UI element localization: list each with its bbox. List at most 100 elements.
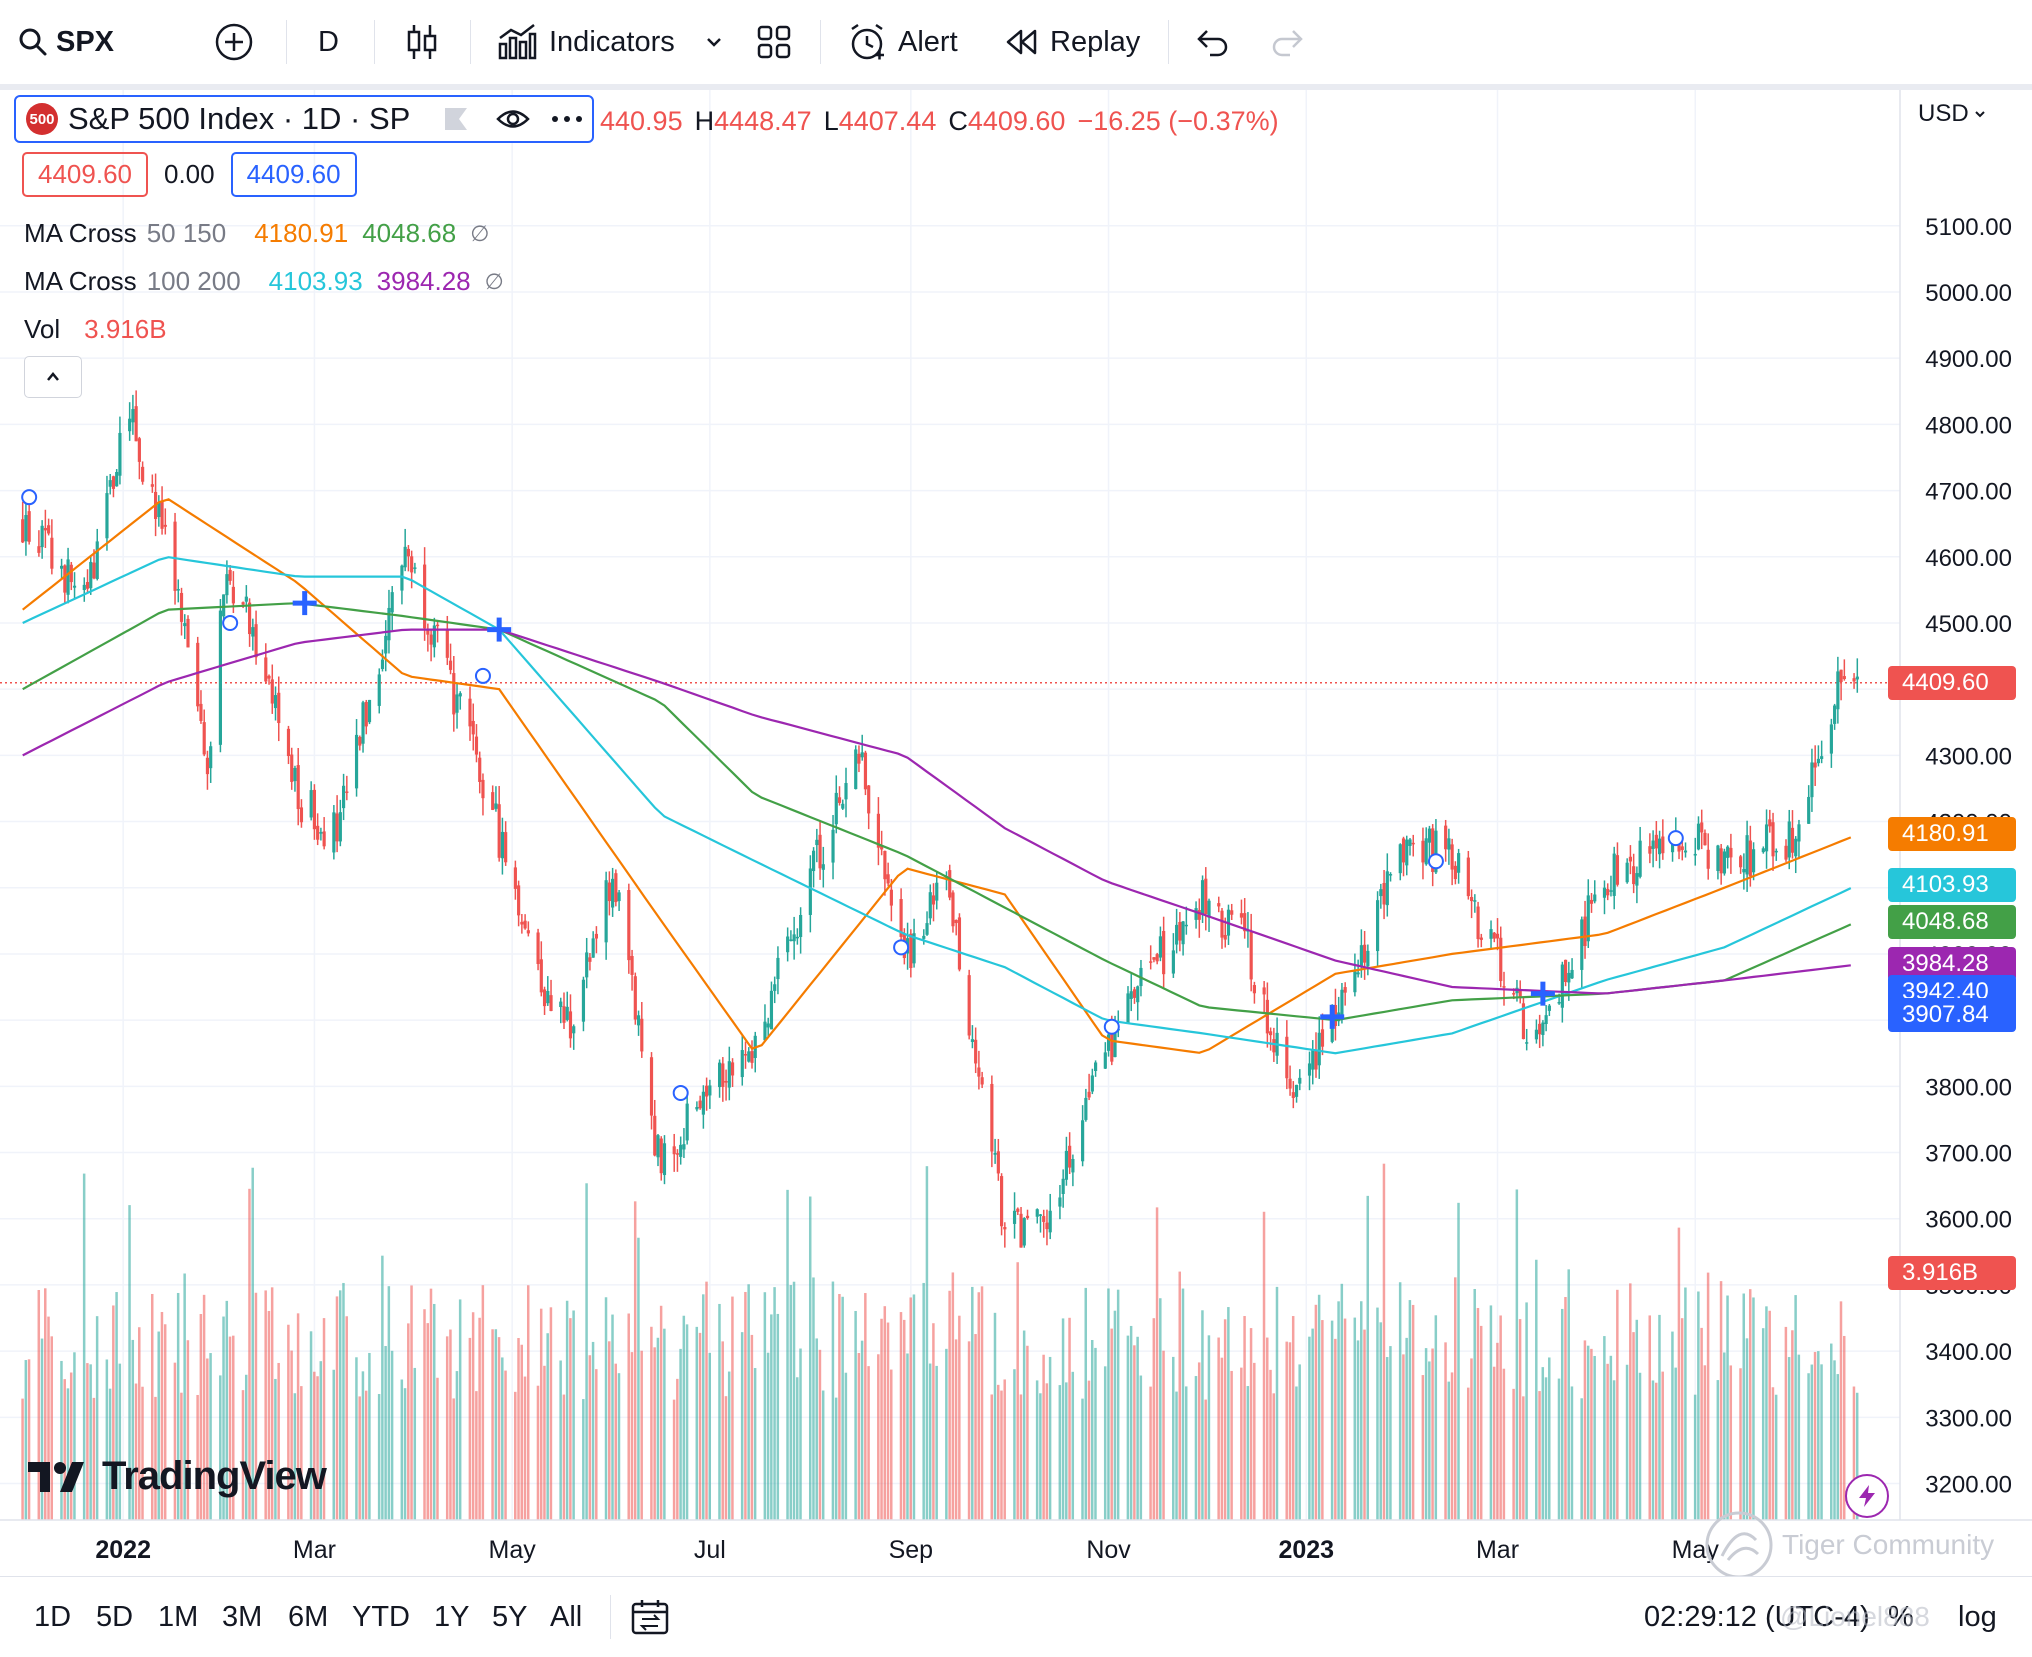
volume-bar	[176, 1292, 180, 1520]
candle-body	[867, 785, 871, 814]
candle-body	[400, 565, 404, 591]
candle-body	[1495, 933, 1500, 939]
candle-body	[763, 1021, 767, 1041]
volume-bar	[1570, 1386, 1574, 1520]
grid-layout-icon	[757, 25, 791, 59]
volume-legend[interactable]: Vol 3.916B	[24, 314, 167, 345]
volume-bar	[1262, 1211, 1266, 1520]
volume-bar	[1447, 1381, 1451, 1520]
volume-bar	[1693, 1394, 1697, 1520]
candle-body	[520, 921, 524, 925]
indicators-button[interactable]: Indicators	[497, 0, 675, 84]
range-button-1d[interactable]: 1D	[34, 1600, 72, 1633]
volume-bar	[1149, 1386, 1152, 1520]
price-axis[interactable]: 3200.003300.003400.003500.003600.003700.…	[1925, 214, 2012, 1499]
candle-body	[1790, 827, 1795, 853]
volume-bar	[1201, 1310, 1204, 1520]
alert-button[interactable]: Alert	[846, 0, 958, 84]
percent-toggle[interactable]: %	[1888, 1577, 1914, 1657]
bid-price[interactable]: 4409.60	[22, 152, 148, 197]
volume-bar	[1538, 1391, 1541, 1520]
candle-body	[1680, 846, 1684, 850]
volume-bar	[1855, 1392, 1859, 1520]
compare-button[interactable]	[214, 0, 254, 84]
range-button-ytd[interactable]: YTD	[352, 1600, 410, 1633]
candle-body	[1320, 1029, 1325, 1047]
candle-body	[1833, 705, 1837, 724]
range-button-all[interactable]: All	[550, 1600, 583, 1633]
ma-cross-50-150-legend[interactable]: MA Cross 50 150 4180.91 4048.68 ∅	[24, 218, 489, 249]
candle-body	[452, 673, 456, 715]
range-button-3m[interactable]: 3M	[222, 1600, 263, 1633]
symbol-name: SPX	[56, 25, 115, 58]
candle-body	[89, 561, 93, 589]
candle-body	[841, 803, 845, 809]
candle-body	[990, 1083, 994, 1152]
clock-readout[interactable]: 02:29:12 (UTC-4)	[1644, 1577, 1870, 1657]
candle-body	[727, 1061, 731, 1088]
volume-bar	[1609, 1355, 1613, 1520]
volume-bar	[1774, 1394, 1778, 1520]
candle-body	[1388, 874, 1393, 876]
candle-body	[1538, 1023, 1542, 1035]
indicators-dropdown[interactable]	[703, 0, 725, 84]
candle-body	[1609, 890, 1613, 892]
chart-type-button[interactable]	[405, 0, 439, 84]
range-button-5d[interactable]: 5D	[96, 1600, 134, 1633]
eye-icon[interactable]	[496, 106, 530, 132]
symbol-search[interactable]: SPX	[18, 0, 114, 84]
ma-line	[22, 498, 1852, 1054]
candle-body	[656, 1135, 660, 1158]
volume-bar	[1852, 1386, 1856, 1520]
flag-icon[interactable]	[442, 105, 470, 133]
candle-body	[163, 524, 167, 527]
volume-bar	[1204, 1399, 1207, 1520]
candle-body	[928, 892, 932, 919]
cross-circle-marker	[672, 1084, 689, 1101]
range-button-5y[interactable]: 5Y	[492, 1600, 528, 1633]
indicator-params: 100 200	[146, 266, 241, 296]
volume-bar	[854, 1310, 857, 1520]
time-axis[interactable]: 2022 Mar May Jul Sep Nov 2023 Mar May	[95, 1536, 1719, 1564]
volume-bar	[792, 1281, 796, 1520]
candle-body	[82, 584, 86, 591]
volume-bar	[1275, 1286, 1279, 1520]
symbol-legend-box[interactable]: 500 S&P 500 Index · 1D · SP	[14, 95, 594, 143]
log-toggle[interactable]: log	[1958, 1577, 1997, 1657]
range-button-1m[interactable]: 1M	[158, 1600, 199, 1633]
candle-body	[413, 567, 417, 569]
candle-body	[1431, 828, 1435, 872]
volume-bar	[322, 1318, 326, 1520]
layouts-button[interactable]	[756, 0, 792, 84]
volume-bar	[1295, 1386, 1298, 1520]
replay-button[interactable]: Replay	[1004, 0, 1140, 84]
range-button-1y[interactable]: 1Y	[434, 1600, 470, 1633]
candle-body	[481, 779, 485, 799]
volume-bar	[1807, 1373, 1810, 1520]
range-button-6m[interactable]: 6M	[288, 1600, 329, 1633]
candle-body	[1534, 1029, 1539, 1040]
more-options-icon[interactable]	[550, 114, 584, 124]
volume-bar	[1606, 1363, 1609, 1520]
collapse-legend-button[interactable]	[24, 356, 82, 398]
price-chart[interactable]: 3200.003300.003400.003500.003600.003700.…	[0, 90, 2032, 1576]
goto-date-button[interactable]	[630, 1577, 670, 1657]
ma-cross-100-200-legend[interactable]: MA Cross 100 200 4103.93 3984.28 ∅	[24, 266, 504, 297]
replay-label: Replay	[1050, 25, 1141, 58]
candle-body	[1093, 1062, 1098, 1071]
volume-bar	[455, 1371, 459, 1520]
volume-bar	[880, 1318, 883, 1520]
indicators-icon	[498, 24, 537, 60]
volume-bar	[1603, 1336, 1606, 1520]
undo-button[interactable]	[1196, 0, 1230, 84]
candle-body	[750, 1051, 754, 1063]
currency-selector[interactable]: USD	[1918, 100, 1987, 128]
lightning-button[interactable]	[1845, 1474, 1889, 1518]
interval-button[interactable]: D	[318, 0, 339, 84]
ask-price[interactable]: 4409.60	[230, 152, 357, 197]
volume-bar	[1175, 1391, 1178, 1520]
volume-bar	[1068, 1317, 1071, 1520]
volume-bar	[481, 1285, 485, 1520]
redo-button[interactable]	[1270, 0, 1304, 84]
volume-bar	[413, 1367, 417, 1520]
